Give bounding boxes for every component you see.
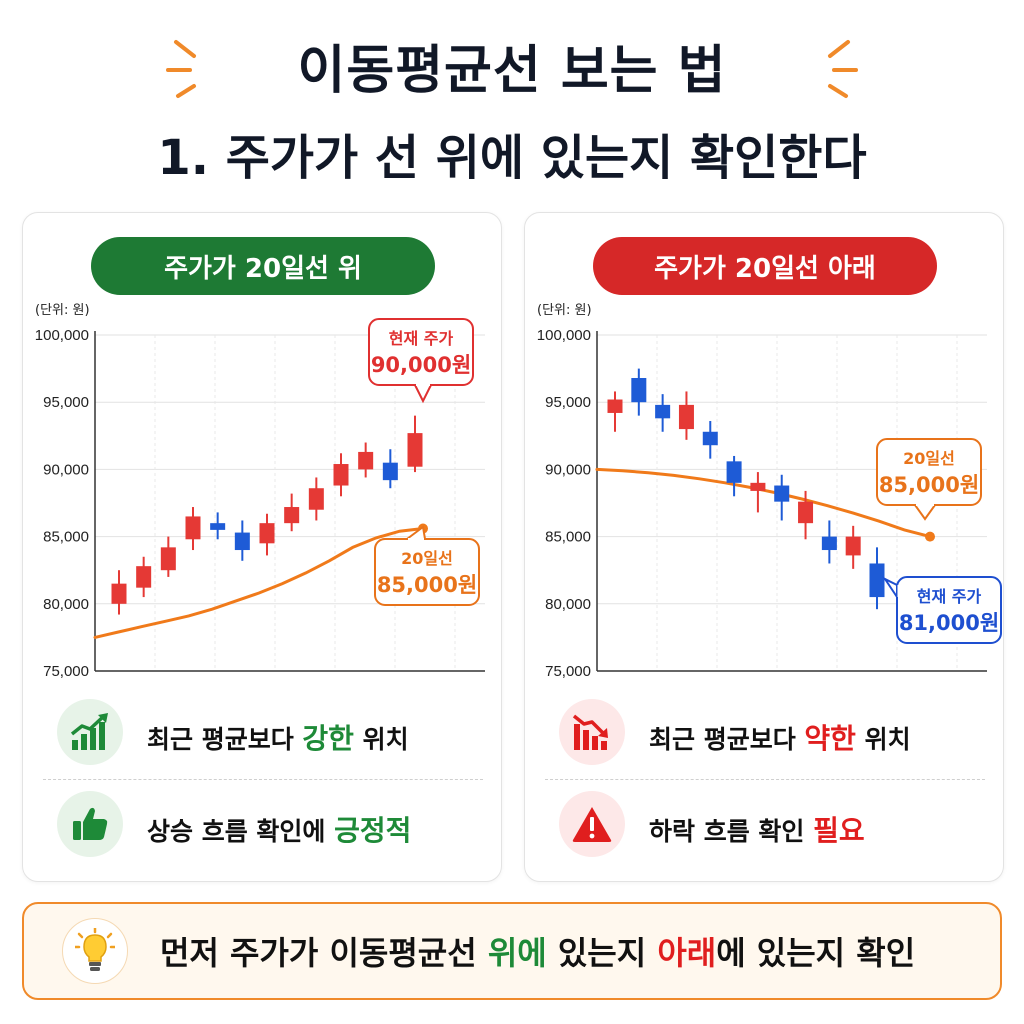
divider	[43, 779, 483, 780]
candle-body	[726, 461, 742, 483]
candle-body	[259, 523, 275, 544]
info-row-weak: 최근 평균보다 약한 위치	[525, 699, 1005, 779]
current-price-callout: 현재 주가 81,000원	[882, 576, 1002, 644]
y-tick-label: 90,000	[545, 461, 591, 478]
summary-banner: 먼저 주가가 이동평균선 위에 있는지 아래에 있는지 확인	[22, 902, 1002, 1000]
title-sparkles	[166, 40, 858, 98]
chart-up-icon	[57, 699, 123, 765]
callout-tail	[913, 504, 937, 521]
y-tick-label: 85,000	[545, 529, 591, 546]
candle-body	[358, 451, 374, 470]
y-tick-label: 75,000	[43, 663, 89, 680]
info-text-caution: 하락 흐름 확인 필요	[649, 814, 865, 847]
candle-body	[655, 404, 671, 419]
sparkle-line	[828, 40, 850, 58]
callout-tail-mask	[916, 503, 934, 506]
panel-above-ma: 주가가 20일선 위 (단위: 원) 100,000 95,000 90,000 85…	[22, 212, 502, 882]
ma20-callout: 20일선 85,000원	[374, 525, 480, 606]
info-text-weak: 최근 평균보다 약한 위치	[649, 722, 911, 755]
candle-body	[869, 563, 885, 598]
candle-body	[284, 507, 300, 524]
candle-body	[702, 431, 718, 446]
y-tick-label: 100,000	[537, 327, 591, 344]
callout-value: 85,000원	[879, 473, 979, 497]
lightbulb-icon	[62, 918, 128, 984]
y-tick-label: 80,000	[43, 596, 89, 613]
callout-label: 20일선	[903, 449, 955, 468]
ma20-callout: 20일선 85,000원	[876, 438, 982, 521]
header-below-ma: 주가가 20일선 아래	[593, 237, 937, 295]
callout-label: 20일선	[401, 549, 453, 568]
candle-body	[308, 488, 324, 510]
info-row-strong: 최근 평균보다 강한 위치	[23, 699, 503, 779]
sparkle-line	[176, 84, 196, 98]
callout-tail-mask	[408, 538, 424, 541]
y-tick-label: 90,000	[43, 461, 89, 478]
candle-body	[631, 378, 647, 403]
sparkle-line	[174, 40, 196, 58]
info-text-positive: 상승 흐름 확인에 긍정적	[147, 814, 412, 847]
candle-body	[798, 501, 814, 524]
y-tick-label: 95,000	[43, 394, 89, 411]
candle-body	[845, 536, 861, 556]
candle-body	[382, 462, 398, 481]
candle-body	[333, 464, 349, 486]
info-row-caution: 하락 흐름 확인 필요	[525, 791, 1005, 871]
callout-tail-mask	[416, 383, 430, 386]
candle-body	[607, 399, 623, 413]
callout-tail	[882, 576, 898, 601]
callout-value: 85,000원	[377, 573, 477, 597]
current-price-callout: 현재 주가 90,000원	[368, 318, 474, 404]
candle-body	[821, 536, 837, 551]
ma20-line	[93, 527, 425, 639]
callout-label: 현재 주가	[917, 587, 982, 606]
candle-body	[750, 482, 766, 491]
warning-icon	[559, 791, 625, 857]
callout-box	[896, 576, 1002, 644]
main-title: 이동평균선 보는 법	[297, 41, 727, 101]
candle-body	[111, 583, 127, 604]
candle-body	[210, 523, 226, 530]
thumbs-up-icon	[57, 791, 123, 857]
y-tick-label: 100,000	[35, 327, 89, 344]
chart-down-icon	[559, 699, 625, 765]
unit-label: (단위: 원)	[537, 303, 592, 318]
callout-value: 90,000원	[371, 353, 471, 377]
candle-body	[774, 485, 790, 502]
candle-body	[160, 547, 176, 571]
callout-value: 81,000원	[899, 611, 999, 635]
chart-above-ma: 100,000 95,000 90,000 85,000 80,000 75,000 현재 …	[35, 318, 485, 680]
candle-body	[407, 433, 423, 467]
info-text-strong: 최근 평균보다 강한 위치	[147, 722, 409, 755]
summary-text: 먼저 주가가 이동평균선 위에 있는지 아래에 있는지 확인	[160, 934, 916, 972]
sub-title: 1. 주가가 선 위에 있는지 확인한다	[157, 130, 867, 186]
candle-body	[234, 532, 250, 551]
candle-body	[678, 404, 694, 430]
chart-below-ma: 100,000 95,000 90,000 85,000 80,000 75,000 20일…	[537, 327, 1002, 680]
ma20-endpoint	[925, 531, 935, 542]
y-tick-label: 85,000	[43, 529, 89, 546]
candle-body	[185, 516, 201, 540]
callout-label: 현재 주가	[389, 329, 454, 348]
y-tick-label: 75,000	[545, 663, 591, 680]
header-above-ma: 주가가 20일선 위	[91, 237, 435, 295]
y-tick-label: 80,000	[545, 596, 591, 613]
divider	[545, 779, 985, 780]
callout-tail	[413, 384, 433, 404]
panel-below-ma: 주가가 20일선 아래 (단위: 원) 100,000 95,000 90,000 8…	[524, 212, 1004, 882]
y-tick-label: 95,000	[545, 394, 591, 411]
sparkle-line	[828, 84, 848, 98]
callout-tail-mask	[897, 585, 901, 597]
candle-body	[136, 566, 152, 588]
info-row-positive: 상승 흐름 확인에 긍정적	[23, 791, 503, 871]
callout-box	[374, 538, 480, 606]
unit-label: (단위: 원)	[35, 303, 90, 318]
